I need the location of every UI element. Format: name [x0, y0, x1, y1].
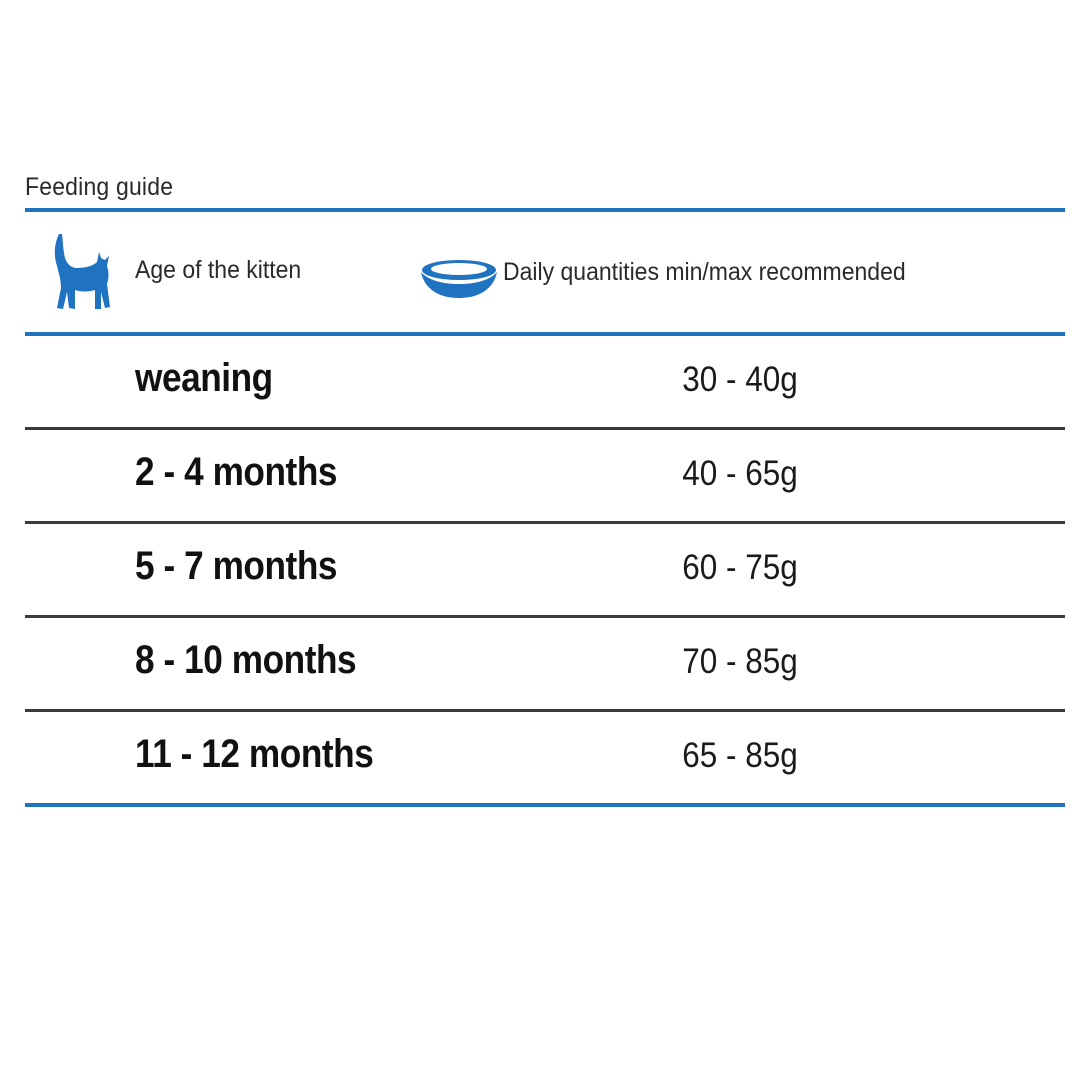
row-age: 11 - 12 months [135, 732, 374, 776]
row-age: 5 - 7 months [135, 544, 338, 588]
row-quantity: 60 - 75g [682, 548, 798, 587]
row-age: 2 - 4 months [135, 450, 338, 494]
row-age: weaning [135, 356, 273, 400]
bottom-rule [25, 803, 1065, 807]
food-bowl-icon [421, 260, 497, 298]
row-age: 8 - 10 months [135, 638, 357, 682]
table-header: Age of the kitten Daily quantities min/m… [25, 212, 1065, 332]
row-quantity: 70 - 85g [682, 642, 798, 681]
row-quantity: 40 - 65g [682, 454, 798, 493]
row-divider [25, 615, 1065, 618]
row-quantity: 65 - 85g [682, 736, 798, 775]
age-column-header: Age of the kitten [135, 256, 302, 284]
header-rule [25, 332, 1065, 336]
table-row: weaning 30 - 40g [25, 336, 1065, 427]
top-rule [25, 208, 1065, 212]
cat-icon [54, 234, 110, 309]
row-divider [25, 709, 1065, 712]
table-row: 5 - 7 months 60 - 75g [25, 524, 1065, 615]
row-quantity: 30 - 40g [682, 360, 798, 399]
table-row: 8 - 10 months 70 - 85g [25, 618, 1065, 709]
row-divider [25, 427, 1065, 430]
feeding-guide: Feeding guide Age of the kitten Daily qu… [25, 168, 1065, 807]
table-row: 11 - 12 months 65 - 85g [25, 712, 1065, 803]
quantity-column-header: Daily quantities min/max recommended [503, 258, 906, 286]
table-row: 2 - 4 months 40 - 65g [25, 430, 1065, 521]
guide-title: Feeding guide [25, 173, 174, 201]
row-divider [25, 521, 1065, 524]
